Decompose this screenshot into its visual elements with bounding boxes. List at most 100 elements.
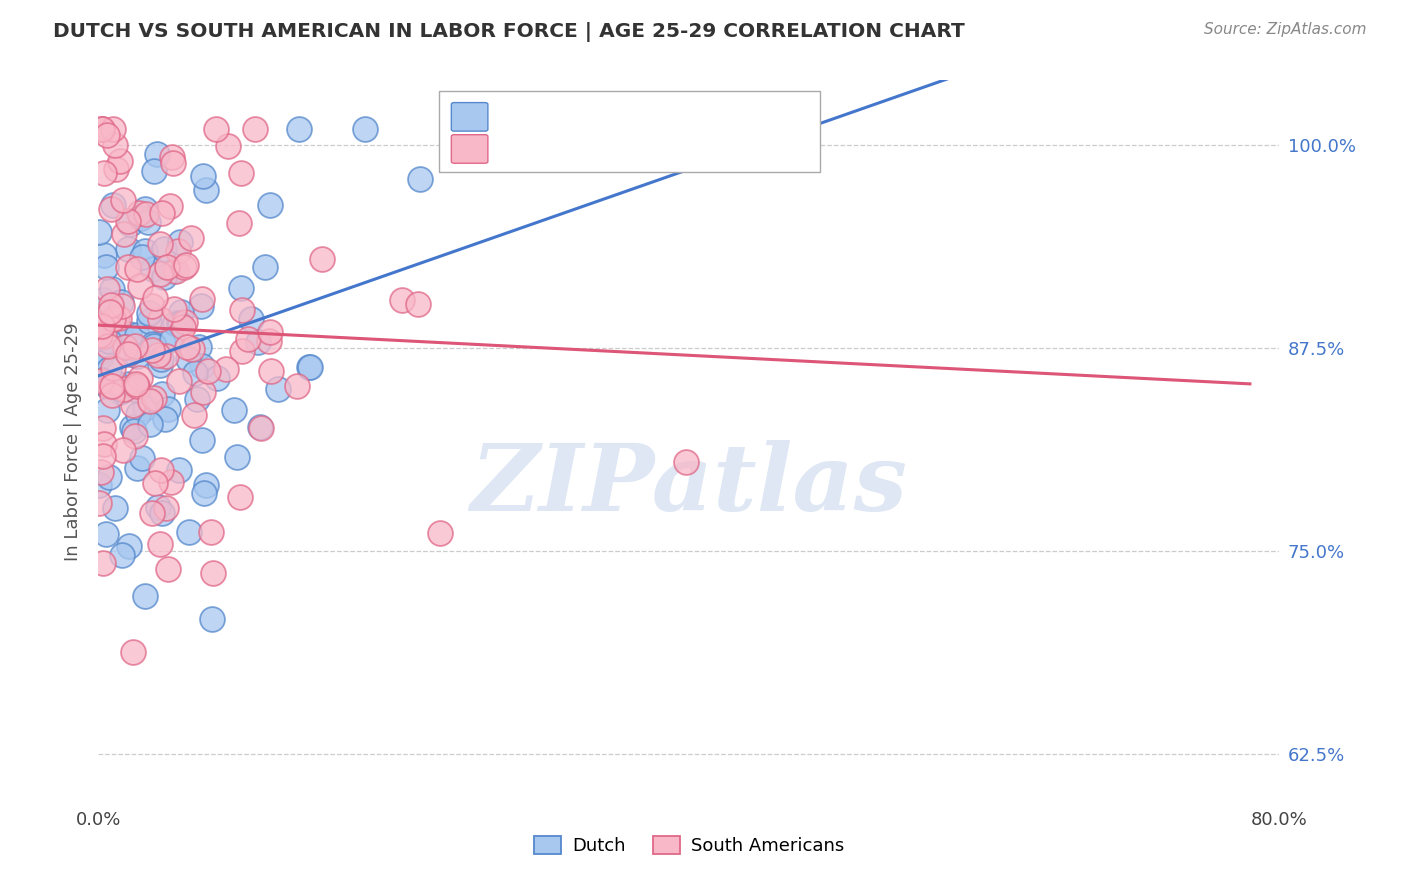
Y-axis label: In Labor Force | Age 25-29: In Labor Force | Age 25-29	[63, 322, 82, 561]
Point	[117, 376, 139, 391]
Point	[90, 374, 112, 388]
Point	[170, 304, 193, 318]
Point	[101, 312, 124, 326]
Point	[138, 306, 160, 320]
Point	[150, 351, 173, 366]
Point	[87, 225, 110, 239]
Point	[142, 261, 165, 276]
Point	[98, 362, 121, 376]
Point	[163, 317, 186, 331]
Point	[125, 349, 148, 363]
Point	[87, 496, 110, 510]
Point	[142, 391, 165, 405]
Point	[148, 348, 170, 362]
Point	[105, 161, 128, 176]
Point	[138, 417, 160, 431]
Point	[191, 292, 214, 306]
Point	[122, 398, 145, 412]
Point	[409, 172, 432, 186]
Point	[183, 408, 205, 422]
Point	[118, 327, 141, 342]
Point	[429, 525, 451, 540]
Point	[250, 421, 273, 435]
Point	[229, 166, 252, 180]
Point	[121, 645, 143, 659]
Point	[217, 139, 239, 153]
Point	[91, 421, 114, 435]
Point	[243, 122, 266, 136]
Text: N =: N =	[633, 136, 666, 154]
Point	[125, 343, 148, 357]
Point	[193, 486, 215, 500]
Point	[174, 258, 197, 272]
Point	[112, 443, 135, 458]
Point	[138, 314, 160, 328]
Point	[90, 344, 112, 359]
Point	[97, 470, 120, 484]
Point	[152, 242, 174, 256]
Point	[155, 500, 177, 515]
Point	[94, 527, 117, 541]
Point	[100, 297, 122, 311]
Point	[169, 463, 191, 477]
Point	[100, 202, 122, 217]
Point	[231, 343, 253, 358]
Text: 0.244: 0.244	[555, 104, 612, 122]
Point	[105, 310, 128, 324]
Point	[201, 612, 224, 626]
Point	[90, 465, 112, 479]
Point	[285, 379, 308, 393]
Point	[117, 260, 139, 274]
Point	[117, 213, 139, 227]
Point	[125, 377, 148, 392]
Point	[118, 539, 141, 553]
Point	[101, 310, 124, 325]
Point	[246, 335, 269, 350]
Text: R =: R =	[499, 136, 533, 154]
Point	[157, 401, 180, 416]
Point	[186, 392, 208, 406]
Point	[181, 342, 204, 356]
Point	[231, 302, 253, 317]
Point	[188, 340, 211, 354]
Point	[135, 207, 157, 221]
Point	[101, 387, 124, 401]
Text: 111: 111	[689, 136, 727, 154]
Point	[149, 236, 172, 251]
Point	[117, 347, 139, 361]
Point	[110, 295, 132, 310]
Point	[107, 310, 129, 325]
Point	[180, 230, 202, 244]
Point	[406, 296, 429, 310]
Point	[111, 299, 134, 313]
Point	[150, 206, 173, 220]
Point	[104, 376, 127, 390]
Point	[229, 490, 252, 504]
Point	[143, 343, 166, 358]
Point	[166, 244, 188, 259]
Legend: Dutch, South Americans: Dutch, South Americans	[527, 829, 851, 863]
Point	[134, 202, 156, 216]
Point	[112, 382, 135, 396]
Point	[226, 450, 249, 464]
Point	[114, 340, 136, 354]
Point	[152, 270, 174, 285]
Point	[153, 411, 176, 425]
Point	[149, 358, 172, 372]
Point	[112, 383, 135, 397]
Point	[200, 524, 222, 539]
Point	[179, 524, 201, 539]
Point	[159, 199, 181, 213]
Point	[267, 382, 290, 396]
Point	[191, 359, 214, 374]
Point	[98, 378, 121, 392]
Point	[97, 339, 120, 353]
Point	[201, 566, 224, 580]
Point	[87, 331, 110, 345]
Point	[101, 379, 124, 393]
Point	[91, 373, 114, 387]
Point	[125, 261, 148, 276]
Point	[191, 169, 214, 183]
Point	[298, 359, 321, 374]
Point	[205, 122, 228, 136]
